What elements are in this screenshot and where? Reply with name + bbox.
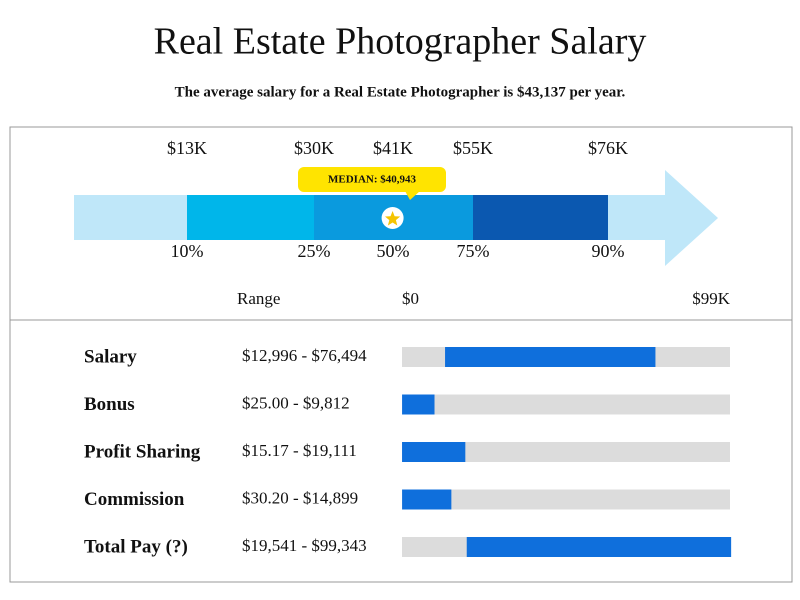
percentile-value: $55K bbox=[453, 138, 493, 158]
x-tick-label: $99K bbox=[692, 289, 731, 308]
median-callout bbox=[298, 167, 446, 192]
title: Real Estate Photographer Salary bbox=[154, 21, 647, 63]
percentile-label: 25% bbox=[298, 241, 331, 261]
percentile-value: $41K bbox=[373, 138, 413, 158]
percentile-value: $30K bbox=[294, 138, 334, 158]
range-bar bbox=[466, 537, 732, 557]
range-track bbox=[402, 489, 730, 510]
callout-tail bbox=[405, 191, 420, 200]
percentile-segment bbox=[393, 195, 473, 240]
percentile-segment bbox=[314, 195, 393, 240]
row-label: Total Pay (?) bbox=[84, 536, 188, 557]
range-label: $30.20 - $14,899 bbox=[242, 488, 358, 507]
range-track bbox=[402, 442, 730, 462]
percentile-label: 75% bbox=[457, 241, 490, 261]
median-label: MEDIAN: $40,943 bbox=[328, 174, 416, 186]
percentile-segment bbox=[473, 195, 608, 240]
percentile-label: 90% bbox=[592, 241, 625, 261]
percentile-label: 50% bbox=[377, 241, 410, 261]
range-header: Range bbox=[237, 289, 280, 308]
range-bar bbox=[402, 394, 435, 415]
range-label: $19,541 - $99,343 bbox=[242, 536, 367, 555]
row-label: Bonus bbox=[84, 394, 135, 415]
range-label: $15.17 - $19,111 bbox=[242, 441, 357, 460]
median-star bbox=[385, 211, 401, 226]
range-bar bbox=[402, 489, 452, 510]
percentile-value: $13K bbox=[167, 138, 207, 158]
panel-border bbox=[9, 126, 793, 583]
row-label: Profit Sharing bbox=[84, 441, 201, 462]
range-bar bbox=[402, 442, 466, 462]
row-label: Salary bbox=[84, 346, 137, 367]
range-label: $25.00 - $9,812 bbox=[242, 393, 350, 412]
range-track bbox=[402, 394, 730, 415]
x-tick-label: $0 bbox=[402, 289, 419, 308]
row-label: Commission bbox=[84, 489, 185, 510]
percentile-label: 10% bbox=[171, 241, 204, 261]
percentile-segment bbox=[187, 195, 314, 240]
percentile-value: $76K bbox=[588, 138, 628, 158]
subtitle: The average salary for a Real Estate Pho… bbox=[175, 84, 626, 100]
range-label: $12,996 - $76,494 bbox=[242, 346, 367, 365]
range-bar bbox=[445, 347, 656, 367]
